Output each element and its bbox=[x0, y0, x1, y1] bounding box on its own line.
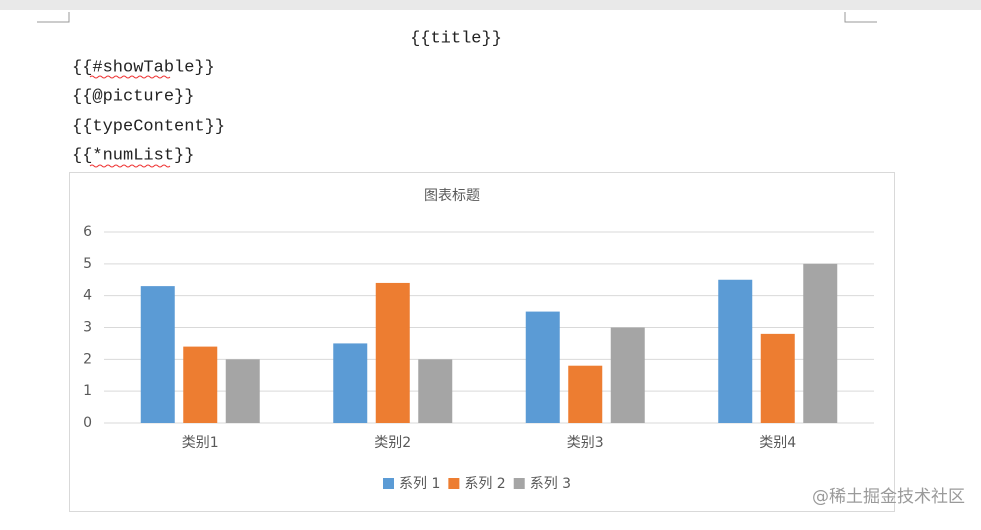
bar bbox=[718, 279, 753, 423]
y-tick-label: 6 bbox=[83, 224, 92, 240]
chart-frame bbox=[69, 172, 895, 512]
bar bbox=[183, 346, 218, 423]
x-tick-label: 类别1 bbox=[182, 435, 219, 451]
x-tick-label: 类别4 bbox=[759, 435, 796, 451]
x-tick-label: 类别2 bbox=[374, 435, 411, 451]
template-line: {{title}} bbox=[410, 29, 502, 48]
template-line: {{@picture}} bbox=[72, 87, 194, 106]
bar bbox=[760, 333, 795, 423]
margin-mark bbox=[844, 12, 877, 23]
template-line: {{*numList}} bbox=[72, 146, 194, 165]
legend-swatch bbox=[513, 478, 525, 489]
bar bbox=[418, 359, 453, 423]
spell-underline bbox=[89, 164, 171, 168]
bar bbox=[610, 327, 645, 423]
y-tick-label: 0 bbox=[83, 415, 92, 431]
template-line: {{#showTable}} bbox=[72, 58, 215, 77]
y-tick-label: 2 bbox=[83, 351, 92, 367]
margin-mark bbox=[37, 12, 70, 23]
legend-label: 系列 2 bbox=[464, 476, 505, 492]
spell-underline bbox=[89, 75, 171, 79]
bar bbox=[140, 286, 175, 423]
legend-label: 系列 3 bbox=[530, 476, 571, 492]
y-tick-label: 1 bbox=[83, 383, 92, 399]
toolbar-edge bbox=[0, 0, 981, 10]
watermark: @稀土掘金技术社区 bbox=[812, 487, 965, 507]
bar bbox=[375, 282, 410, 423]
bar bbox=[225, 359, 260, 423]
legend-label: 系列 1 bbox=[399, 476, 440, 492]
bar bbox=[568, 365, 603, 423]
legend-swatch bbox=[383, 478, 394, 489]
bar bbox=[525, 311, 560, 423]
chart-title: 图表标题 bbox=[424, 188, 480, 204]
template-line: {{typeContent}} bbox=[72, 117, 225, 136]
bar bbox=[333, 343, 368, 423]
y-tick-label: 4 bbox=[83, 288, 92, 304]
bar bbox=[803, 263, 838, 423]
legend-swatch bbox=[448, 478, 460, 489]
x-tick-label: 类别3 bbox=[567, 435, 604, 451]
y-tick-label: 3 bbox=[83, 320, 92, 336]
y-tick-label: 5 bbox=[83, 256, 92, 272]
